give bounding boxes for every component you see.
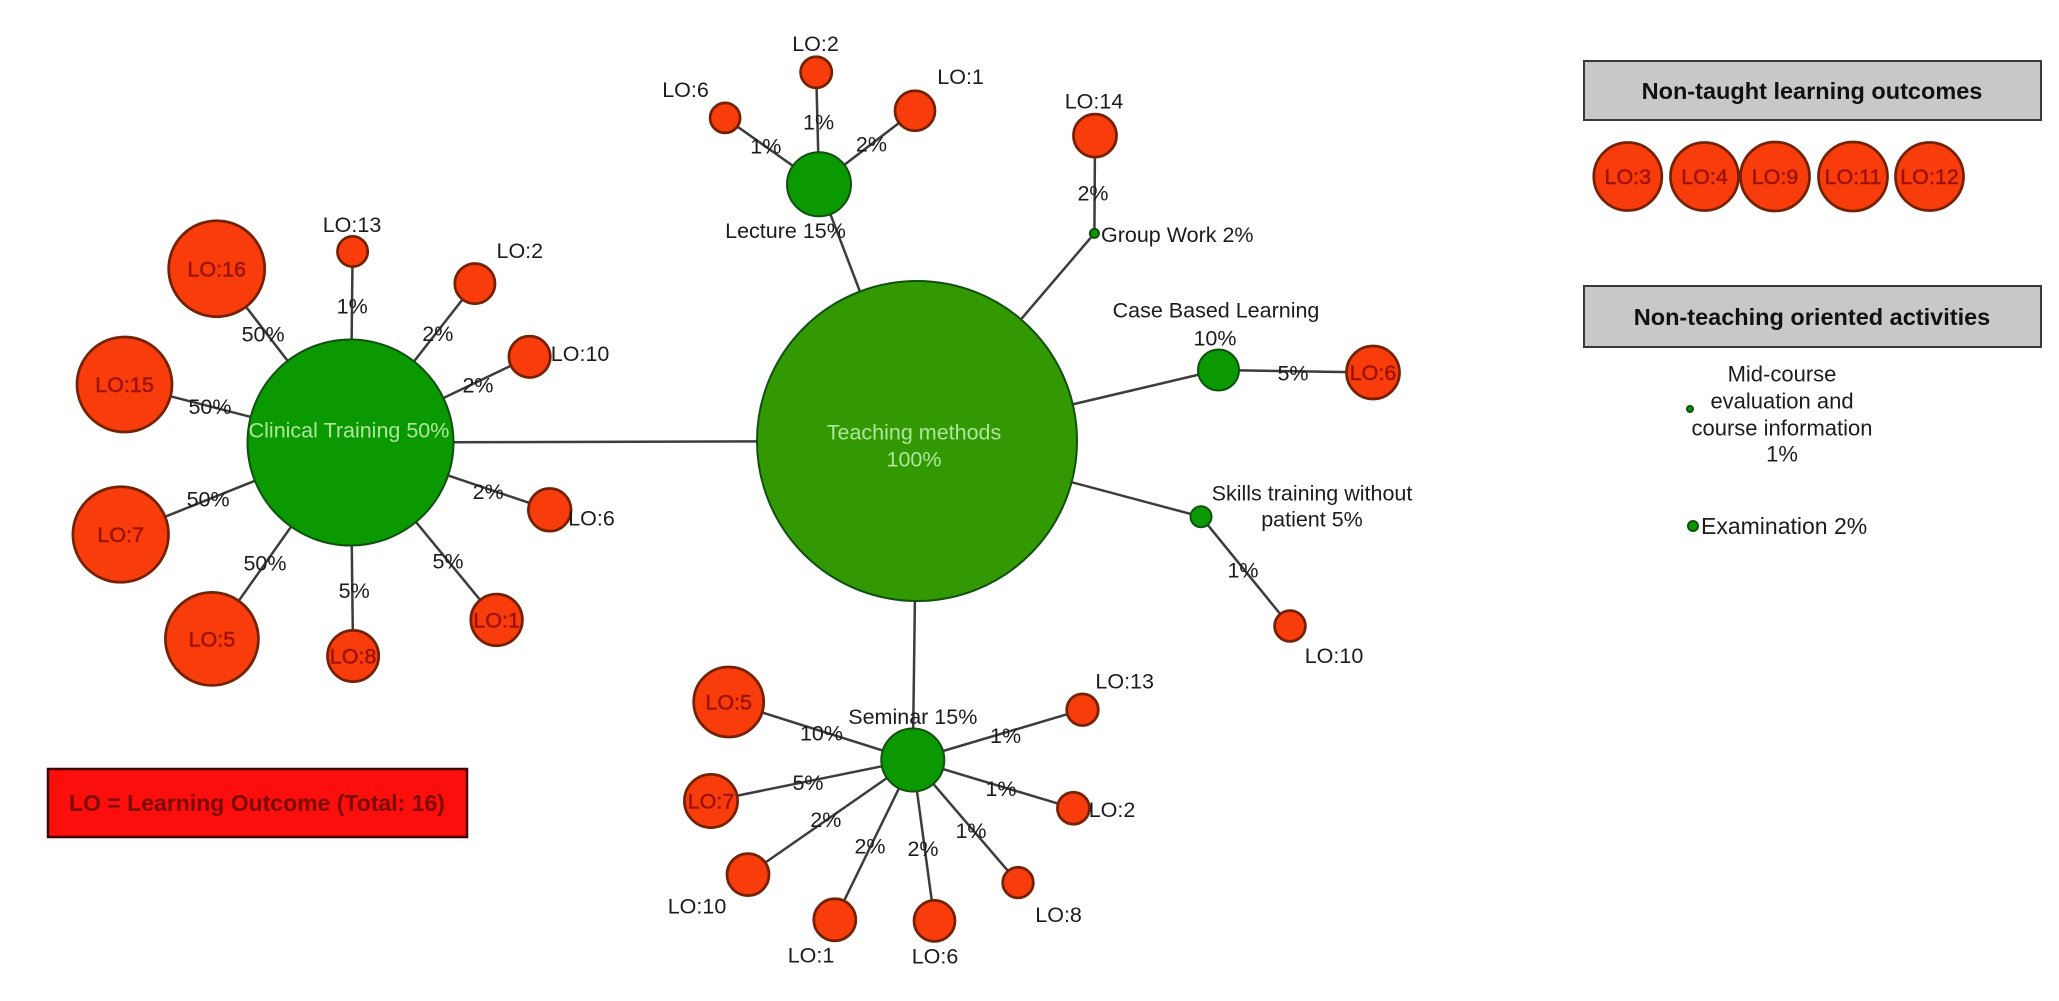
svg-text:LO:11: LO:11	[1825, 165, 1882, 189]
svg-text:2%: 2%	[473, 480, 504, 504]
svg-text:50%: 50%	[188, 395, 231, 419]
svg-text:2%: 2%	[422, 322, 453, 346]
svg-text:2%: 2%	[856, 133, 887, 157]
svg-text:5%: 5%	[432, 550, 463, 574]
svg-text:LO:1: LO:1	[788, 943, 835, 967]
svg-text:LO:6: LO:6	[662, 78, 709, 102]
svg-text:2%: 2%	[1077, 182, 1108, 206]
svg-text:LO:13: LO:13	[323, 213, 382, 237]
svg-text:Seminar 15%: Seminar 15%	[848, 705, 977, 729]
svg-text:LO:1: LO:1	[937, 65, 984, 89]
svg-text:2%: 2%	[810, 808, 841, 832]
svg-text:LO:5: LO:5	[705, 691, 752, 715]
svg-text:patient 5%: patient 5%	[1261, 508, 1363, 532]
svg-text:Lecture 15%: Lecture 15%	[725, 219, 846, 243]
svg-text:Examination 2%: Examination 2%	[1701, 513, 1867, 539]
svg-text:10%: 10%	[800, 722, 843, 746]
svg-text:LO:10: LO:10	[1305, 644, 1364, 668]
svg-text:LO:6: LO:6	[568, 507, 615, 531]
svg-text:1%: 1%	[337, 294, 368, 318]
svg-text:LO:2: LO:2	[1089, 798, 1136, 822]
svg-text:1%: 1%	[990, 724, 1021, 748]
svg-text:1%: 1%	[955, 819, 986, 843]
svg-text:LO:10: LO:10	[551, 342, 610, 366]
svg-text:Group Work 2%: Group Work 2%	[1101, 223, 1254, 247]
svg-text:2%: 2%	[907, 837, 938, 861]
svg-text:10%: 10%	[1193, 327, 1236, 351]
svg-text:2%: 2%	[854, 834, 885, 858]
svg-text:LO:8: LO:8	[1035, 903, 1082, 927]
svg-text:Mid-course: Mid-course	[1728, 362, 1837, 387]
svg-text:Skills training without: Skills training without	[1212, 482, 1413, 506]
svg-text:1%: 1%	[1227, 559, 1258, 583]
svg-text:50%: 50%	[242, 323, 285, 347]
svg-text:LO:16: LO:16	[187, 258, 246, 282]
svg-text:LO:10: LO:10	[668, 895, 727, 919]
svg-text:1%: 1%	[750, 134, 781, 158]
svg-text:LO:4: LO:4	[1681, 165, 1728, 189]
svg-text:Non-teaching oriented activiti: Non-teaching oriented activities	[1634, 304, 1990, 330]
svg-text:5%: 5%	[792, 771, 823, 795]
svg-text:LO:15: LO:15	[95, 373, 154, 397]
svg-text:1%: 1%	[985, 777, 1016, 801]
svg-text:100%: 100%	[887, 448, 942, 472]
svg-text:LO:12: LO:12	[1900, 165, 1959, 189]
svg-text:evaluation and: evaluation and	[1710, 389, 1853, 414]
svg-text:LO:14: LO:14	[1065, 90, 1124, 114]
svg-text:LO:7: LO:7	[688, 790, 735, 814]
svg-text:LO:9: LO:9	[1752, 165, 1799, 189]
svg-text:Clinical Training 50%: Clinical Training 50%	[249, 419, 450, 443]
svg-text:LO:2: LO:2	[792, 32, 839, 56]
svg-text:LO:6: LO:6	[1350, 361, 1397, 385]
svg-text:LO:6: LO:6	[912, 944, 959, 968]
svg-text:5%: 5%	[339, 579, 370, 603]
svg-text:LO:7: LO:7	[97, 523, 144, 547]
svg-text:1%: 1%	[1766, 442, 1798, 467]
svg-text:1%: 1%	[803, 110, 834, 134]
svg-text:LO:5: LO:5	[189, 628, 236, 652]
svg-text:LO:3: LO:3	[1604, 165, 1651, 189]
svg-text:LO:8: LO:8	[330, 645, 377, 669]
svg-text:5%: 5%	[1277, 362, 1308, 386]
svg-text:LO:1: LO:1	[473, 609, 520, 633]
svg-text:LO = Learning Outcome (Total:: LO = Learning Outcome (Total: 16)	[69, 790, 445, 816]
svg-text:LO:13: LO:13	[1095, 669, 1154, 693]
svg-text:Teaching methods: Teaching methods	[827, 421, 1002, 445]
svg-text:2%: 2%	[462, 374, 493, 398]
svg-text:LO:2: LO:2	[496, 239, 543, 263]
svg-text:Case Based Learning: Case Based Learning	[1113, 299, 1320, 323]
svg-text:50%: 50%	[243, 552, 286, 576]
svg-text:Non-taught learning outcomes: Non-taught learning outcomes	[1642, 78, 1983, 104]
svg-text:course information: course information	[1692, 416, 1873, 441]
svg-text:50%: 50%	[187, 488, 230, 512]
